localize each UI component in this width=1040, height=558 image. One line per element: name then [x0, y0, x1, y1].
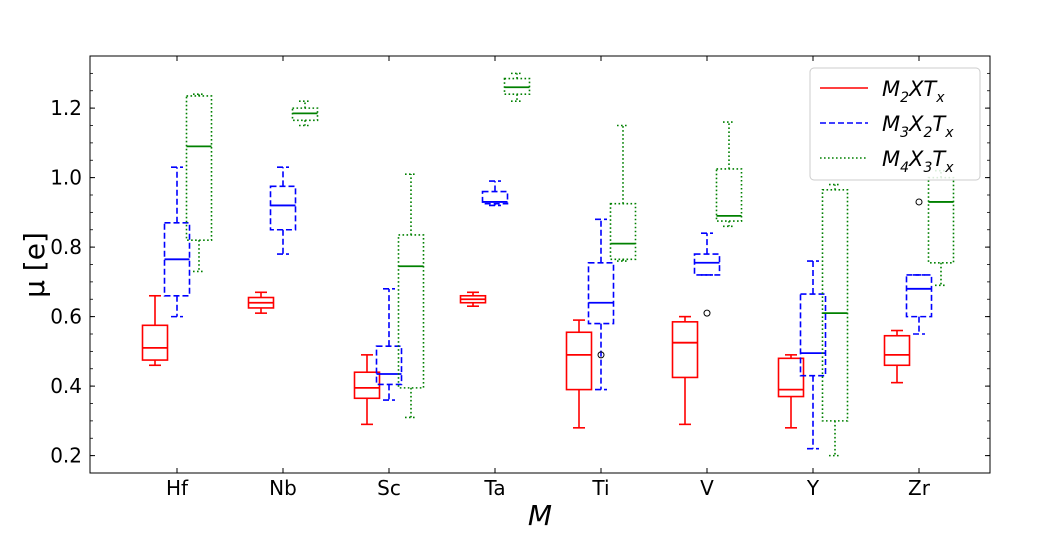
box-M4X3Tx-Ti: [609, 124, 637, 262]
box-M4X3Tx-Ta: [503, 72, 531, 102]
box-M3X2Tx-Y: [799, 260, 827, 450]
iqr-box: [185, 95, 213, 241]
iqr-box: [481, 190, 509, 205]
iqr-box: [565, 331, 593, 391]
box-M3X2Tx-Ti: [587, 218, 615, 391]
iqr-box: [375, 345, 403, 386]
iqr-box: [927, 176, 955, 264]
box-M4X3Tx-Nb: [291, 100, 319, 127]
x-tick-label: Hf: [166, 476, 189, 500]
box-M3X2Tx-Ta: [481, 180, 509, 207]
iqr-box: [777, 357, 805, 398]
y-tick-label: 0.2: [50, 444, 82, 468]
box-M2XTx-Hf: [141, 294, 169, 367]
outlier-point: [703, 309, 711, 317]
x-tick-label: Ta: [483, 476, 505, 500]
iqr-box: [715, 168, 743, 222]
box-M4X3Tx-Hf: [185, 93, 213, 273]
x-tick-label: Ti: [591, 476, 609, 500]
iqr-box: [587, 261, 615, 325]
box-M2XTx-Sc: [353, 354, 381, 426]
iqr-box: [883, 334, 911, 367]
box-M3X2Tx-V: [693, 232, 721, 317]
box-M4X3Tx-Y: [821, 183, 849, 457]
iqr-box: [821, 188, 849, 422]
box-M4X3Tx-V: [715, 121, 743, 228]
y-tick-label: 1.0: [50, 166, 82, 190]
box-M4X3Tx-Sc: [397, 173, 425, 419]
iqr-box: [799, 293, 827, 377]
box-M2XTx-Nb: [247, 291, 275, 314]
outlier-point: [915, 198, 923, 206]
box-M2XTx-Ta: [459, 291, 487, 308]
legend-entry-label: M2XTx: [882, 77, 945, 106]
box-M3X2Tx-Nb: [269, 166, 297, 255]
y-tick-label: 0.6: [50, 305, 82, 329]
box-M3X2Tx-Zr: [905, 198, 933, 335]
iqr-box: [397, 234, 425, 389]
legend-entry-label: M3X2Tx: [882, 112, 954, 141]
box-M2XTx-Ti: [565, 319, 593, 429]
outlier-point: [597, 351, 605, 359]
y-tick-label: 0.8: [50, 235, 82, 259]
legend: M2XTx M3X2Tx M4X3Tx: [809, 67, 981, 181]
x-tick-label: Zr: [908, 476, 931, 500]
box-M4X3Tx-Zr: [927, 169, 955, 287]
legend-entry-label: M4X3Tx: [882, 147, 954, 176]
box-M3X2Tx-Sc: [375, 288, 403, 401]
iqr-box: [141, 324, 169, 361]
y-tick-label: 1.2: [50, 96, 82, 120]
box-M2XTx-Y: [777, 354, 805, 429]
x-tick-label: Nb: [269, 476, 297, 500]
iqr-box: [353, 371, 381, 400]
x-tick-label: Y: [806, 476, 820, 500]
box-M3X2Tx-Hf: [163, 166, 191, 318]
y-axis-label: μ [e]: [18, 232, 51, 298]
iqr-box: [609, 202, 637, 261]
x-axis-label: M: [528, 499, 552, 532]
x-tick-label: Sc: [377, 476, 401, 500]
legend-frame: [809, 67, 981, 181]
y-tick-label: 0.4: [50, 374, 82, 398]
iqr-box: [905, 274, 933, 318]
iqr-box: [269, 185, 297, 231]
iqr-box: [671, 321, 699, 379]
x-tick-label: V: [700, 476, 714, 500]
box-M2XTx-Zr: [883, 329, 911, 384]
iqr-box: [163, 222, 191, 297]
iqr-box: [693, 253, 721, 276]
box-M2XTx-V: [671, 315, 699, 426]
